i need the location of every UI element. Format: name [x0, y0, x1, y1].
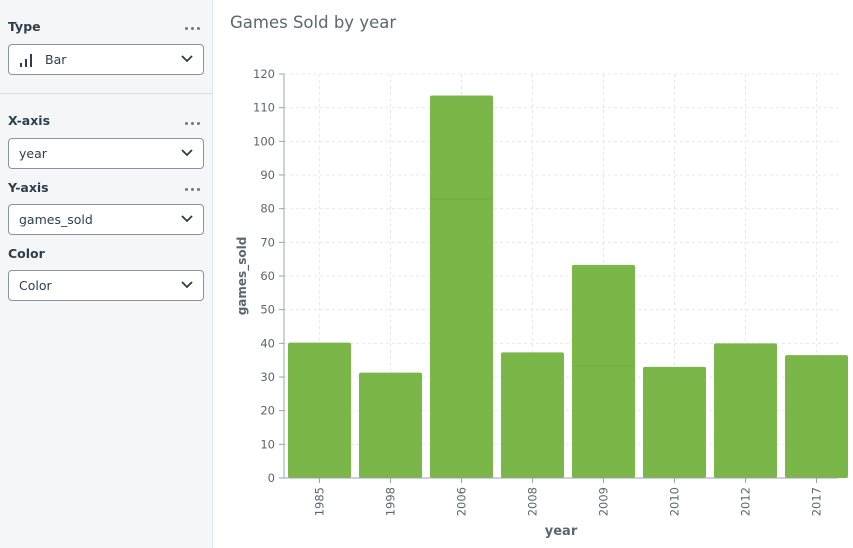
x-tick-label: 2009 — [597, 487, 611, 516]
x-axis-label: X-axis — [8, 113, 51, 128]
x-tick-label: 2008 — [526, 487, 540, 516]
bar-2017 — [785, 355, 848, 478]
x-tick-label: 2012 — [739, 487, 753, 516]
x-tick-label: 2006 — [455, 487, 469, 516]
chevron-down-icon — [181, 281, 193, 289]
x-tick-label: 2010 — [668, 487, 682, 516]
y-tick-label: 20 — [260, 404, 275, 418]
y-tick-label: 30 — [260, 370, 275, 384]
y-tick-label: 80 — [260, 202, 275, 216]
bar-2009 — [572, 264, 635, 478]
bar-1998 — [359, 372, 422, 478]
type-more-options-icon[interactable] — [180, 23, 204, 33]
chevron-down-icon — [181, 149, 193, 157]
y-axis-value: games_sold — [19, 212, 93, 227]
bar-chart-icon — [20, 54, 32, 67]
y-tick-label: 100 — [253, 134, 275, 148]
chart-type-select[interactable]: Bar — [8, 44, 204, 75]
bar-2010 — [643, 366, 706, 478]
y-tick-label: 110 — [253, 101, 275, 115]
y-axis-more-options-icon[interactable] — [180, 184, 204, 194]
bar-1985 — [288, 342, 351, 478]
x-axis-title: year — [545, 524, 578, 539]
bar-2012 — [714, 343, 777, 478]
y-tick-label: 50 — [260, 303, 275, 317]
type-label: Type — [8, 19, 41, 34]
sidebar: Type Bar X-axis year Y-axis games_sold C… — [0, 0, 213, 548]
color-value: Color — [19, 278, 52, 293]
y-axis-label: Y-axis — [8, 180, 49, 195]
x-axis-value: year — [19, 146, 47, 161]
y-axis-select[interactable]: games_sold — [8, 204, 204, 235]
y-tick-label: 10 — [260, 437, 275, 451]
y-tick-label: 120 — [253, 67, 275, 81]
x-axis-more-options-icon[interactable] — [180, 118, 204, 128]
y-axis-title: games_sold — [235, 237, 250, 316]
chart-title: Games Sold by year — [230, 13, 397, 32]
y-tick-label: 40 — [260, 336, 275, 350]
bar-2008 — [501, 352, 564, 478]
sidebar-divider — [0, 93, 213, 94]
y-tick-label: 0 — [268, 471, 275, 485]
x-axis-select[interactable]: year — [8, 138, 204, 169]
color-select[interactable]: Color — [8, 270, 204, 301]
x-tick-label: 1998 — [384, 487, 398, 516]
chevron-down-icon — [181, 55, 193, 63]
color-label: Color — [8, 246, 45, 261]
y-tick-label: 60 — [260, 269, 275, 283]
y-tick-label: 70 — [260, 235, 275, 249]
x-tick-label: 2017 — [810, 487, 824, 516]
y-tick-label: 90 — [260, 168, 275, 182]
x-tick-label: 1985 — [313, 487, 327, 516]
chart-type-value: Bar — [45, 52, 67, 67]
bar-2006 — [430, 95, 493, 479]
chevron-down-icon — [181, 215, 193, 223]
